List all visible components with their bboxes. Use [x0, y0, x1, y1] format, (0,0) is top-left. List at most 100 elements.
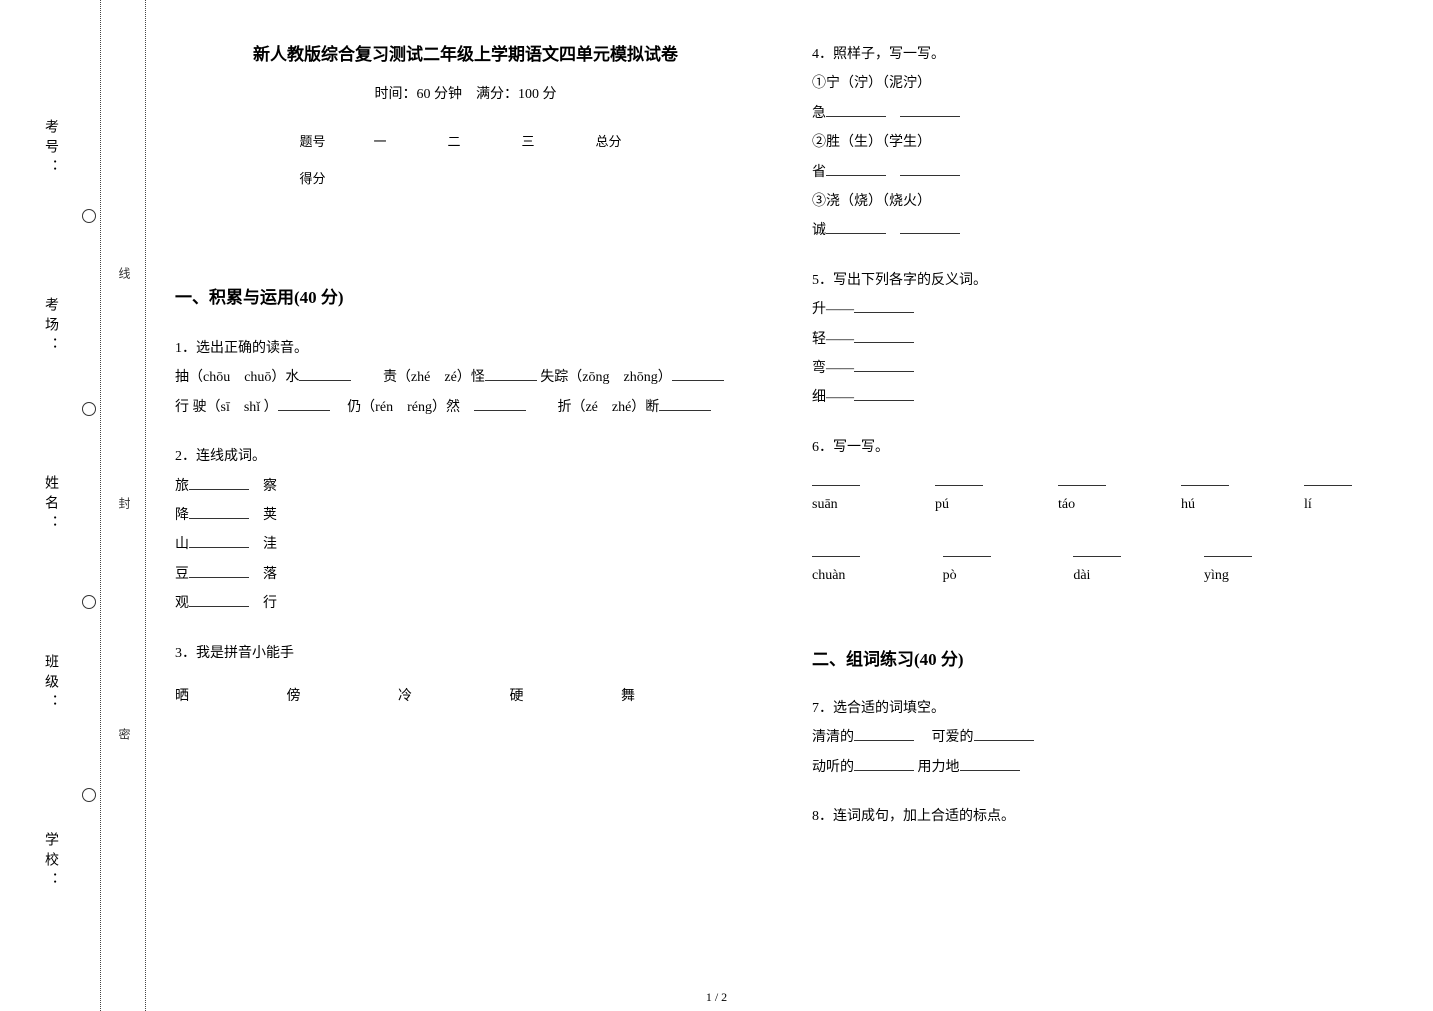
blank	[854, 356, 914, 372]
q2-right: 洼	[263, 537, 277, 552]
q3-row: 晒 傍 冷 硬 舞	[175, 682, 635, 711]
fold-circle	[82, 209, 96, 223]
blank	[189, 562, 249, 578]
q7-seg: 用力地	[918, 760, 960, 775]
blank	[1204, 543, 1252, 557]
q1-seg: 责（zhé zé）怪	[383, 370, 485, 385]
question-4: 4．照样子，写一写。 ①宁（泞）（泥泞） 急 ②胜（生）（学生） 省 ③浇（烧）…	[812, 40, 1393, 246]
blank	[189, 532, 249, 548]
q1-seg: 抽（chōu chuō）水	[175, 370, 299, 385]
score-cell: 总分	[596, 131, 632, 150]
q7-body: 清清的 可爱的 动听的 用力地	[812, 723, 1393, 782]
blank	[854, 755, 914, 771]
pinyin-item: chuàn	[812, 543, 860, 590]
seal-line-hints: 密 封 线	[116, 0, 133, 1011]
q4-next: 诚	[812, 223, 826, 238]
q6-row1: suān pú táo hú lí	[812, 472, 1352, 519]
blank	[935, 472, 983, 486]
question-6: 6．写一写。 suān pú táo hú lí chuàn pò dài yì…	[812, 433, 1393, 591]
question-5: 5．写出下列各字的反义词。 升—— 轻—— 弯—— 细——	[812, 266, 1393, 413]
score-header-row: 题号 一 二 三 总分	[300, 131, 632, 150]
fold-circle	[82, 595, 96, 609]
question-8: 8．连词成句，加上合适的标点。	[812, 802, 1393, 831]
right-column: 4．照样子，写一写。 ①宁（泞）（泥泞） 急 ②胜（生）（学生） 省 ③浇（烧）…	[812, 40, 1393, 971]
blank	[826, 160, 886, 176]
seal-hint: 密	[116, 728, 133, 744]
q6-label: 6．写一写。	[812, 433, 1393, 462]
pinyin-item: dài	[1073, 543, 1121, 590]
pinyin-item: pò	[943, 543, 991, 590]
q2-right: 落	[263, 567, 277, 582]
pinyin-item: táo	[1058, 472, 1106, 519]
score-value-row: 得分	[300, 168, 632, 187]
score-table: 题号 一 二 三 总分 得分	[300, 131, 632, 205]
blank	[189, 591, 249, 607]
q2-left: 山	[175, 537, 189, 552]
pinyin: lí	[1304, 490, 1312, 519]
q5-item: 细——	[812, 390, 854, 405]
pinyin: yìng	[1204, 561, 1229, 590]
pinyin: pò	[943, 561, 957, 590]
q4-seed: 宁（泞）（泥泞）	[826, 76, 931, 91]
question-3: 3．我是拼音小能手 晒 傍 冷 硬 舞	[175, 639, 756, 712]
q3-item: 舞	[621, 682, 635, 711]
section-1-title: 一、积累与运用(40 分)	[175, 283, 756, 308]
q2-right: 行	[263, 596, 277, 611]
q4-num: ①	[812, 76, 826, 91]
q4-body: ①宁（泞）（泥泞） 急 ②胜（生）（学生） 省 ③浇（烧）（烧火） 诚	[812, 69, 1393, 245]
score-cell: 得分	[300, 168, 336, 187]
q4-next: 省	[812, 165, 826, 180]
q3-item: 傍	[287, 682, 301, 711]
blank	[189, 503, 249, 519]
question-1: 1．选出正确的读音。 抽（chōu chuō）水 责（zhé zé）怪 失踪（z…	[175, 334, 756, 422]
q5-label: 5．写出下列各字的反义词。	[812, 266, 1393, 295]
q4-next: 急	[812, 106, 826, 121]
blank	[1181, 472, 1229, 486]
fold-circle	[82, 788, 96, 802]
side-label: 考号：	[40, 119, 60, 179]
blank	[943, 543, 991, 557]
blank	[900, 160, 960, 176]
blank	[659, 395, 711, 411]
left-column: 新人教版综合复习测试二年级上学期语文四单元模拟试卷 时间：60 分钟 满分：10…	[175, 40, 756, 971]
pinyin-item: hú	[1181, 472, 1229, 519]
pinyin: suān	[812, 490, 838, 519]
pinyin-item: pú	[935, 472, 983, 519]
q8-label: 8．连词成句，加上合适的标点。	[812, 802, 1393, 831]
q2-body: 旅 察 降 荚 山 洼 豆 落 观 行	[175, 472, 756, 619]
blank	[812, 543, 860, 557]
pinyin: chuàn	[812, 561, 845, 590]
q2-left: 观	[175, 596, 189, 611]
pinyin: dài	[1073, 561, 1090, 590]
blank	[299, 365, 351, 381]
q5-item: 轻——	[812, 332, 854, 347]
blank	[189, 474, 249, 490]
fold-circle	[82, 402, 96, 416]
pinyin: hú	[1181, 490, 1195, 519]
pinyin-item: yìng	[1204, 543, 1252, 590]
q1-seg: 仍（rén réng）然	[347, 400, 460, 415]
blank	[960, 755, 1020, 771]
q2-right: 荚	[263, 508, 277, 523]
inner-dotted-line	[145, 0, 146, 1011]
q6-body: suān pú táo hú lí chuàn pò dài yìng	[812, 472, 1393, 591]
blank	[826, 101, 886, 117]
side-label: 学校：	[40, 832, 60, 892]
blank	[854, 297, 914, 313]
q7-seg: 清清的	[812, 730, 854, 745]
outer-dotted-line	[100, 0, 101, 1011]
q6-row2: chuàn pò dài yìng	[812, 543, 1252, 590]
q2-left: 豆	[175, 567, 189, 582]
score-cell: 三	[522, 131, 558, 150]
side-label: 姓名：	[40, 475, 60, 535]
q4-seed: 胜（生）（学生）	[826, 135, 931, 150]
q1-seg: 折（zé zhé）断	[557, 400, 659, 415]
question-2: 2．连线成词。 旅 察 降 荚 山 洼 豆 落 观 行	[175, 442, 756, 618]
seal-hint: 封	[116, 497, 133, 513]
page-content: 新人教版综合复习测试二年级上学期语文四单元模拟试卷 时间：60 分钟 满分：10…	[175, 40, 1393, 971]
blank	[974, 725, 1034, 741]
score-cell: 二	[448, 131, 484, 150]
q4-num: ③	[812, 194, 826, 209]
q3-label: 3．我是拼音小能手	[175, 639, 756, 668]
blank	[672, 365, 724, 381]
